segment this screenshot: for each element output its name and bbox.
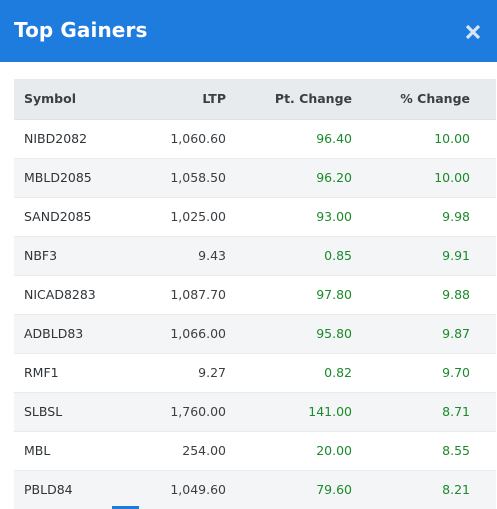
pt-change-cell: 97.80 bbox=[226, 274, 352, 314]
row-spacer bbox=[470, 118, 496, 158]
table-row[interactable]: SAND2085 1,025.00 93.00 9.98 bbox=[14, 196, 496, 236]
pct-change-cell: 8.55 bbox=[352, 430, 470, 470]
ltp-cell: 1,760.00 bbox=[154, 391, 226, 431]
ltp-cell: 1,025.00 bbox=[154, 196, 226, 236]
modal-title: Top Gainers bbox=[14, 18, 148, 42]
table-body: NIBD2082 1,060.60 96.40 10.00 MBLD2085 1,058.… bbox=[14, 118, 496, 509]
row-spacer bbox=[470, 157, 496, 197]
row-spacer bbox=[470, 274, 496, 314]
row-spacer bbox=[470, 469, 496, 509]
table-row[interactable]: NICAD8283 1,087.70 97.80 9.88 bbox=[14, 274, 496, 314]
pct-change-cell: 8.21 bbox=[352, 469, 470, 509]
ltp-cell: 1,058.50 bbox=[154, 157, 226, 197]
row-spacer bbox=[470, 313, 496, 353]
table-row[interactable]: RMF1 9.27 0.82 9.70 bbox=[14, 352, 496, 392]
ltp-cell: 1,087.70 bbox=[154, 274, 226, 314]
pct-change-cell: 10.00 bbox=[352, 157, 470, 197]
pt-change-cell: 93.00 bbox=[226, 196, 352, 236]
pct-change-cell: 9.87 bbox=[352, 313, 470, 353]
row-spacer bbox=[470, 391, 496, 431]
row-spacer bbox=[470, 235, 496, 275]
symbol-cell: NBF3 bbox=[14, 235, 154, 275]
pct-change-cell: 9.98 bbox=[352, 196, 470, 236]
table-row[interactable]: SLBSL 1,760.00 141.00 8.71 bbox=[14, 391, 496, 431]
pt-change-cell: 0.85 bbox=[226, 235, 352, 275]
ltp-cell: 1,066.00 bbox=[154, 313, 226, 353]
symbol-cell: NICAD8283 bbox=[14, 274, 154, 314]
gainers-table-container: Symbol LTP Pt. Change % Change NIBD2082 1… bbox=[14, 79, 496, 509]
ltp-cell: 254.00 bbox=[154, 430, 226, 470]
table-row[interactable]: ADBLD83 1,066.00 95.80 9.87 bbox=[14, 313, 496, 353]
column-header-pt-change[interactable]: Pt. Change bbox=[226, 79, 352, 120]
table-row[interactable]: NBF3 9.43 0.85 9.91 bbox=[14, 235, 496, 275]
pt-change-cell: 20.00 bbox=[226, 430, 352, 470]
ltp-cell: 9.43 bbox=[154, 235, 226, 275]
symbol-cell: SAND2085 bbox=[14, 196, 154, 236]
pt-change-cell: 95.80 bbox=[226, 313, 352, 353]
symbol-cell: SLBSL bbox=[14, 391, 154, 431]
table-header-row: Symbol LTP Pt. Change % Change bbox=[14, 79, 496, 120]
row-spacer bbox=[470, 430, 496, 470]
pt-change-cell: 0.82 bbox=[226, 352, 352, 392]
ltp-cell: 9.27 bbox=[154, 352, 226, 392]
table-row[interactable]: MBL 254.00 20.00 8.55 bbox=[14, 430, 496, 470]
ltp-cell: 1,049.60 bbox=[154, 469, 226, 509]
symbol-cell: MBLD2085 bbox=[14, 157, 154, 197]
pt-change-cell: 141.00 bbox=[226, 391, 352, 431]
ltp-cell: 1,060.60 bbox=[154, 118, 226, 158]
table-row[interactable]: PBLD84 1,049.60 79.60 8.21 bbox=[14, 469, 496, 509]
symbol-cell: RMF1 bbox=[14, 352, 154, 392]
pct-change-cell: 9.88 bbox=[352, 274, 470, 314]
column-header-pct-change[interactable]: % Change bbox=[352, 79, 470, 120]
column-header-symbol[interactable]: Symbol bbox=[14, 79, 154, 120]
table-row[interactable]: MBLD2085 1,058.50 96.20 10.00 bbox=[14, 157, 496, 197]
pt-change-cell: 96.20 bbox=[226, 157, 352, 197]
pct-change-cell: 8.71 bbox=[352, 391, 470, 431]
scroll-indicator[interactable] bbox=[112, 506, 139, 509]
pt-change-cell: 96.40 bbox=[226, 118, 352, 158]
pct-change-cell: 9.91 bbox=[352, 235, 470, 275]
pt-change-cell: 79.60 bbox=[226, 469, 352, 509]
column-header-spacer bbox=[470, 79, 496, 120]
modal-header: Top Gainers bbox=[0, 0, 497, 62]
close-icon[interactable] bbox=[463, 22, 483, 42]
row-spacer bbox=[470, 352, 496, 392]
pct-change-cell: 10.00 bbox=[352, 118, 470, 158]
gainers-table: Symbol LTP Pt. Change % Change NIBD2082 1… bbox=[14, 79, 496, 509]
symbol-cell: PBLD84 bbox=[14, 469, 154, 509]
symbol-cell: NIBD2082 bbox=[14, 118, 154, 158]
table-row[interactable]: NIBD2082 1,060.60 96.40 10.00 bbox=[14, 118, 496, 158]
symbol-cell: ADBLD83 bbox=[14, 313, 154, 353]
column-header-ltp[interactable]: LTP bbox=[154, 79, 226, 120]
pct-change-cell: 9.70 bbox=[352, 352, 470, 392]
row-spacer bbox=[470, 196, 496, 236]
symbol-cell: MBL bbox=[14, 430, 154, 470]
